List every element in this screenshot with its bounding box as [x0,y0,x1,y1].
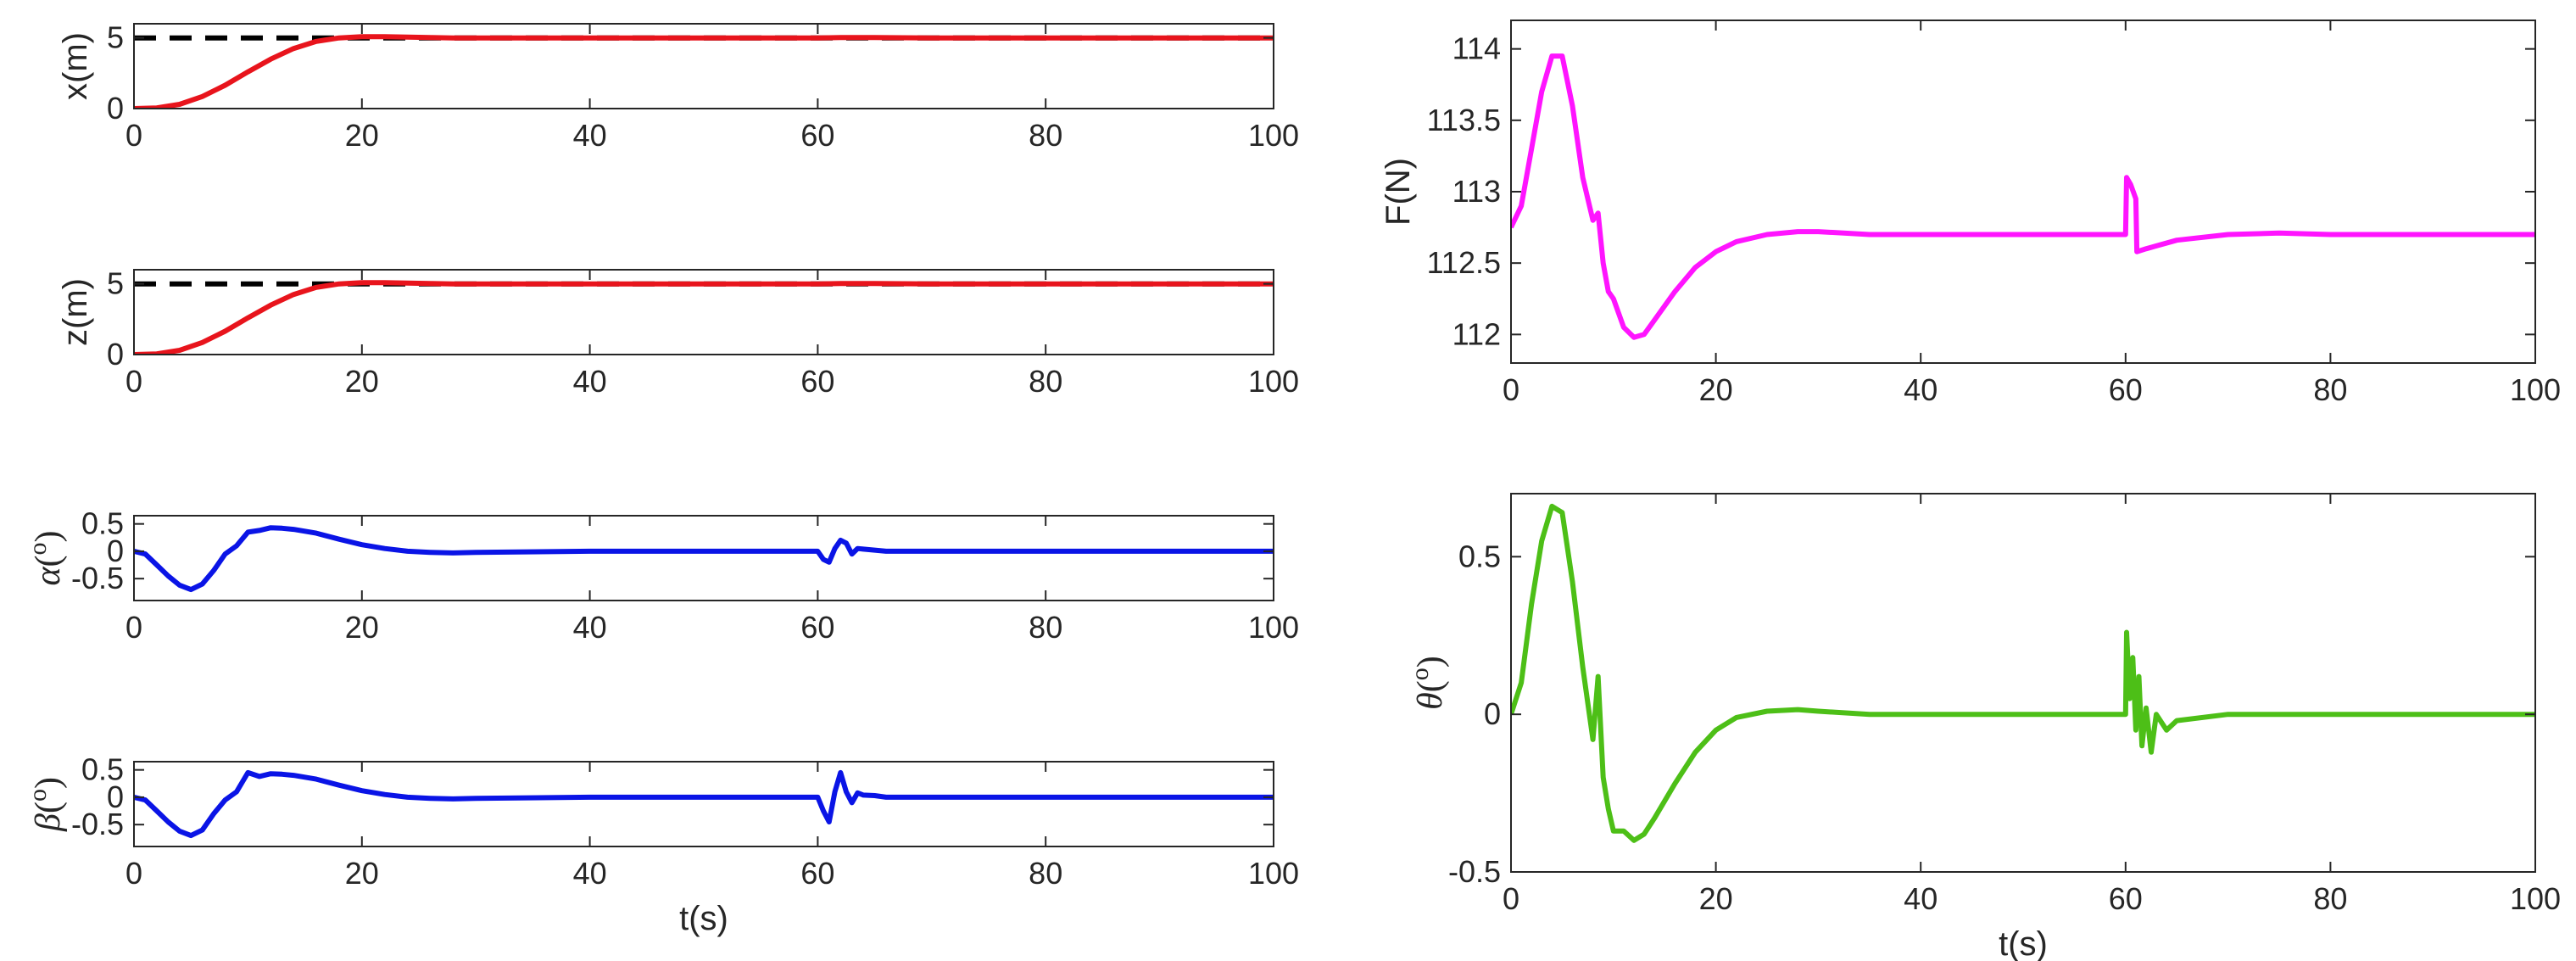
series-z-position-response [134,280,1274,355]
x-tick-label: 60 [2109,881,2143,916]
y-axis-label-theta: θ(o) [1406,656,1450,710]
y-axis-label-x-position: x(m) [57,32,94,100]
x-tick-label: 100 [1248,856,1299,891]
x-tick-label: 60 [800,364,834,399]
y-tick-label: -0.5 [71,561,124,595]
axes-frame-z-position [133,269,1274,355]
y-tick-label: -0.5 [1448,854,1501,889]
x-tick-label: 0 [125,856,142,891]
x-tick-label: 20 [1699,372,1733,407]
series-x-position-response [134,34,1274,109]
y-axis-label-z-position: z(m) [57,278,94,346]
series-alpha-alpha [134,525,1274,593]
x-tick-label: 0 [125,364,142,399]
x-tick-label: 100 [1248,364,1299,399]
axes-frame-alpha [133,515,1274,601]
y-tick-label: 0.5 [1458,539,1501,573]
series-theta-theta [1511,503,2535,843]
y-tick-label: 113.5 [1427,103,1501,137]
x-tick-label: 80 [1029,364,1062,399]
x-tick-label: 60 [2109,372,2143,407]
y-axis-label-alpha: α(o) [24,530,68,585]
y-axis-label-beta: β(o) [24,777,68,832]
y-tick-label: 113 [1452,174,1501,209]
x-axis-label-theta: t(s) [1999,925,2048,961]
x-tick-label: 40 [573,364,607,399]
x-tick-label: 40 [573,856,607,891]
x-tick-label: 0 [1503,881,1519,916]
x-tick-label: 80 [2313,372,2347,407]
x-tick-label: 100 [1248,610,1299,645]
chart-x-position: 0 20 40 60 80 100 0 5 x(m) [57,20,1299,153]
y-tick-label: 0 [107,534,124,568]
x-tick-label: 0 [125,610,142,645]
x-tick-label: 100 [2510,372,2561,407]
x-tick-label: 100 [1248,118,1299,153]
x-tick-label: 80 [1029,118,1062,153]
x-tick-label: 80 [1029,856,1062,891]
y-tick-label: 112.5 [1427,245,1501,280]
x-tick-label: 40 [573,118,607,153]
series-beta-beta [134,769,1274,839]
x-tick-label: 80 [2313,881,2347,916]
y-tick-label: 0 [107,91,124,126]
x-tick-label: 20 [345,118,379,153]
x-tick-label: 20 [345,610,379,645]
x-tick-label: 0 [1503,372,1519,407]
y-tick-label: -0.5 [71,807,124,841]
axes-frame-x-position [133,23,1274,109]
chart-thrust: 0 20 40 60 80 100 114 113.5 113 112.5 112 F(N) [1380,20,2561,407]
axes-frame-thrust [1510,20,2536,364]
x-tick-label: 20 [345,856,379,891]
x-tick-label: 60 [800,118,834,153]
y-tick-label: 0 [107,337,124,372]
axes-frame-theta [1510,493,2536,873]
x-tick-label: 20 [345,364,379,399]
y-tick-label: 5 [107,266,124,301]
y-tick-label: 114 [1452,31,1501,66]
y-axis-label-thrust: F(N) [1380,158,1417,226]
x-tick-label: 40 [1904,881,1938,916]
x-tick-label: 60 [800,856,834,891]
x-tick-label: 40 [1904,372,1938,407]
chart-z-position: 0 20 40 60 80 100 0 5 z(m) [57,266,1299,399]
y-tick-label: 0 [1484,696,1501,731]
y-tick-label: 112 [1452,316,1501,351]
axes-frame-beta [133,761,1274,847]
x-tick-label: 0 [125,118,142,153]
series-thrust-F [1511,53,2535,340]
y-tick-label: 0.5 [81,752,124,787]
x-tick-label: 80 [1029,610,1062,645]
x-tick-label: 20 [1699,881,1733,916]
x-tick-label: 40 [573,610,607,645]
x-tick-label: 60 [800,610,834,645]
y-tick-label: 0 [107,779,124,814]
x-tick-label: 100 [2510,881,2561,916]
y-tick-label: 0.5 [81,506,124,541]
x-axis-label-beta: t(s) [679,900,728,937]
y-tick-label: 5 [107,20,124,55]
